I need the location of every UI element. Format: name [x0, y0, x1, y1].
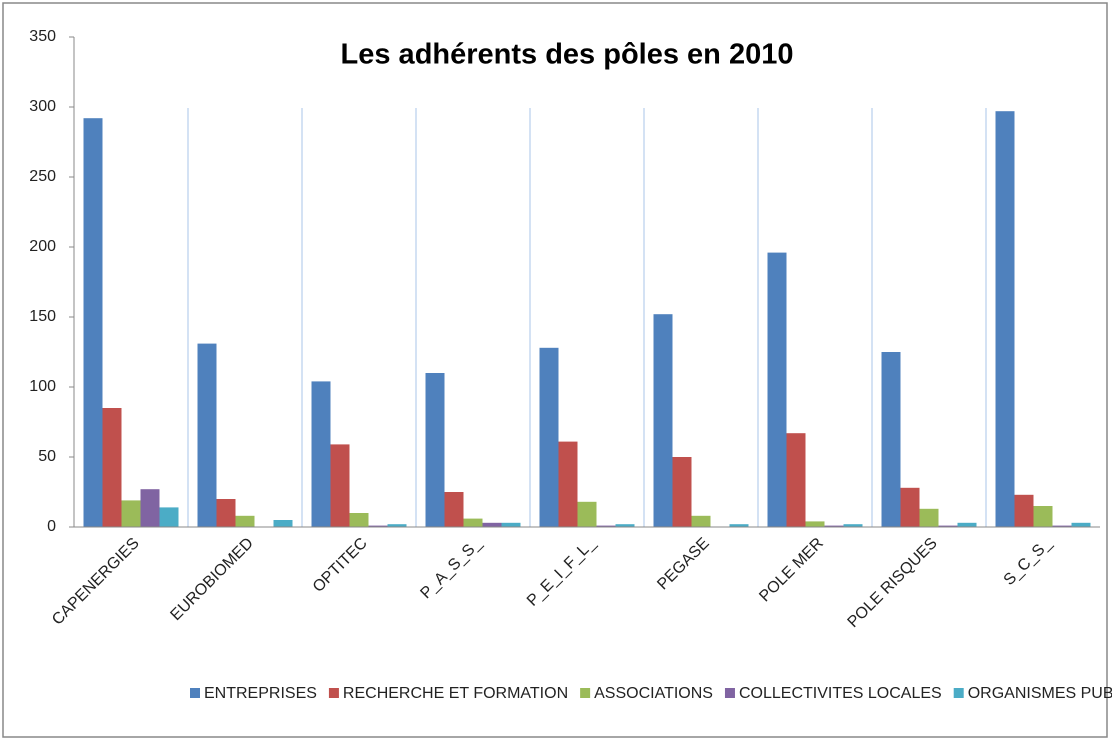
bar — [558, 441, 578, 527]
bar — [197, 343, 217, 527]
bar — [767, 252, 787, 527]
bar — [577, 501, 597, 527]
bar — [881, 352, 901, 527]
bar — [387, 524, 407, 527]
bar — [311, 381, 331, 527]
bar — [995, 111, 1015, 527]
bar — [938, 525, 958, 527]
bar — [1052, 525, 1072, 527]
legend-label: RECHERCHE ET FORMATION — [343, 685, 568, 702]
bar — [463, 518, 483, 527]
y-tick-label: 50 — [38, 448, 56, 465]
bar — [83, 118, 103, 527]
bar — [425, 373, 445, 527]
legend-label: ORGANISMES PUBLICS — [968, 685, 1112, 702]
chart-title: Les adhérents des pôles en 2010 — [341, 39, 794, 71]
legend-swatch — [724, 688, 735, 698]
bar — [482, 522, 502, 527]
bar — [672, 457, 692, 527]
bar — [1014, 494, 1034, 527]
legend-swatch — [953, 688, 964, 698]
bar — [216, 499, 236, 527]
bar — [444, 492, 464, 527]
bar — [824, 525, 844, 527]
bar — [1033, 506, 1053, 527]
bar — [615, 524, 635, 527]
bar — [235, 515, 255, 527]
y-tick-label: 100 — [29, 378, 56, 395]
bar — [1071, 522, 1091, 527]
bar — [805, 521, 825, 527]
bar — [102, 408, 122, 527]
bar — [501, 522, 521, 527]
y-tick-label: 0 — [47, 518, 56, 535]
y-tick-label: 350 — [29, 28, 56, 45]
legend-label: COLLECTIVITES LOCALES — [739, 685, 942, 702]
bar — [729, 524, 749, 527]
y-tick-label: 200 — [29, 238, 56, 255]
legend-label: ASSOCIATIONS — [594, 685, 713, 702]
bar — [273, 520, 293, 527]
bar — [843, 524, 863, 527]
bar — [159, 507, 179, 527]
bar — [121, 500, 141, 527]
bar — [368, 525, 388, 527]
bar — [786, 433, 806, 527]
legend-swatch — [580, 688, 591, 698]
bar — [349, 513, 369, 527]
bar — [900, 487, 920, 527]
bar — [691, 515, 711, 527]
bar — [330, 444, 350, 527]
bar — [957, 522, 977, 527]
bar — [140, 489, 160, 527]
legend-label: ENTREPRISES — [204, 685, 317, 702]
legend-swatch — [328, 688, 339, 698]
y-tick-label: 150 — [29, 308, 56, 325]
bar — [596, 525, 616, 527]
bar — [539, 347, 559, 527]
legend-swatch — [190, 688, 200, 698]
y-tick-label: 250 — [29, 168, 56, 185]
bar — [919, 508, 939, 527]
bar — [653, 314, 673, 527]
y-tick-label: 300 — [29, 98, 56, 115]
